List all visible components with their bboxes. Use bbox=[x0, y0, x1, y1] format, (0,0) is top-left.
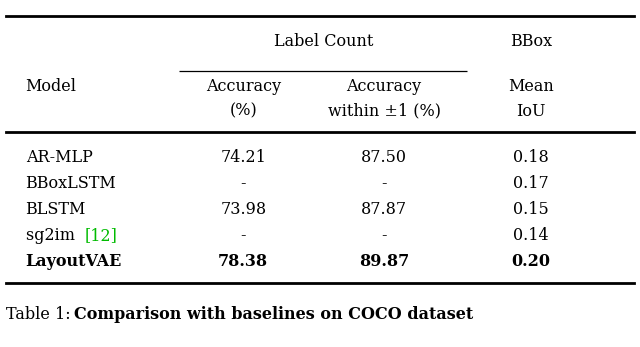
Text: BBoxLSTM: BBoxLSTM bbox=[26, 176, 116, 192]
Text: -: - bbox=[241, 228, 246, 244]
Text: Comparison with baselines on COCO dataset: Comparison with baselines on COCO datase… bbox=[74, 306, 473, 322]
Text: -: - bbox=[381, 176, 387, 192]
Text: IoU: IoU bbox=[516, 103, 546, 119]
Text: Accuracy: Accuracy bbox=[346, 78, 422, 95]
Text: -: - bbox=[241, 176, 246, 192]
Text: [12]: [12] bbox=[85, 228, 118, 244]
Text: AR-MLP: AR-MLP bbox=[26, 150, 92, 166]
Text: Accuracy: Accuracy bbox=[205, 78, 281, 95]
Text: Table 1:: Table 1: bbox=[6, 306, 81, 322]
Text: -: - bbox=[381, 228, 387, 244]
Text: sg2im: sg2im bbox=[26, 228, 78, 244]
Text: 87.50: 87.50 bbox=[361, 150, 407, 166]
Text: Label Count: Label Count bbox=[273, 33, 373, 50]
Text: (%): (%) bbox=[229, 103, 257, 119]
Text: 0.18: 0.18 bbox=[513, 150, 549, 166]
Text: Mean: Mean bbox=[508, 78, 554, 95]
Text: 87.87: 87.87 bbox=[361, 202, 407, 218]
Text: Model: Model bbox=[26, 78, 77, 95]
Text: within ±1 (%): within ±1 (%) bbox=[328, 103, 440, 119]
Text: BBox: BBox bbox=[510, 33, 552, 50]
Text: 0.20: 0.20 bbox=[512, 254, 550, 270]
Text: 0.17: 0.17 bbox=[513, 176, 549, 192]
Text: 0.14: 0.14 bbox=[513, 228, 549, 244]
Text: LayoutVAE: LayoutVAE bbox=[26, 254, 122, 270]
Text: 74.21: 74.21 bbox=[220, 150, 266, 166]
Text: 0.15: 0.15 bbox=[513, 202, 549, 218]
Text: BLSTM: BLSTM bbox=[26, 202, 86, 218]
Text: 78.38: 78.38 bbox=[218, 254, 268, 270]
Text: 73.98: 73.98 bbox=[220, 202, 266, 218]
Text: 89.87: 89.87 bbox=[359, 254, 409, 270]
